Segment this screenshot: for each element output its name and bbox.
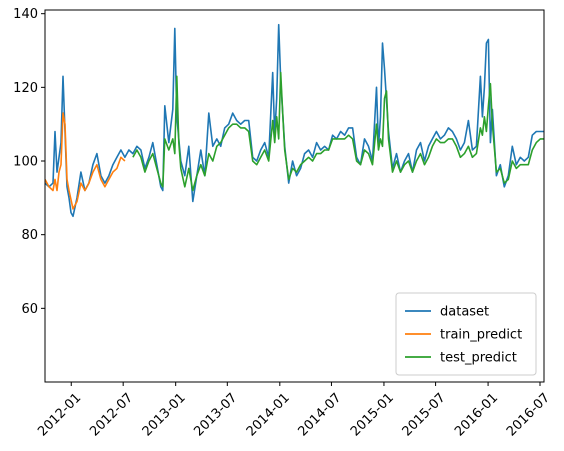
y-tick-label: 140 bbox=[13, 7, 38, 22]
series-line-train-predict bbox=[45, 112, 126, 210]
plot-frame bbox=[44, 9, 545, 383]
y-tick-label: 100 bbox=[13, 155, 38, 170]
legend-label-dataset: dataset bbox=[440, 305, 489, 320]
legend-label-train-predict: train_predict bbox=[440, 328, 522, 343]
legend-label-test-predict: test_predict bbox=[440, 351, 517, 366]
legend-box bbox=[395, 292, 537, 376]
series-layer bbox=[45, 23, 544, 218]
y-tick-label: 60 bbox=[21, 302, 38, 317]
series-line-test-predict bbox=[132, 71, 544, 192]
y-tick-label: 120 bbox=[13, 81, 38, 96]
series-line-dataset bbox=[45, 23, 544, 218]
y-tick-label: 80 bbox=[21, 228, 38, 243]
legend: dataset train_predict test_predict bbox=[395, 292, 537, 376]
